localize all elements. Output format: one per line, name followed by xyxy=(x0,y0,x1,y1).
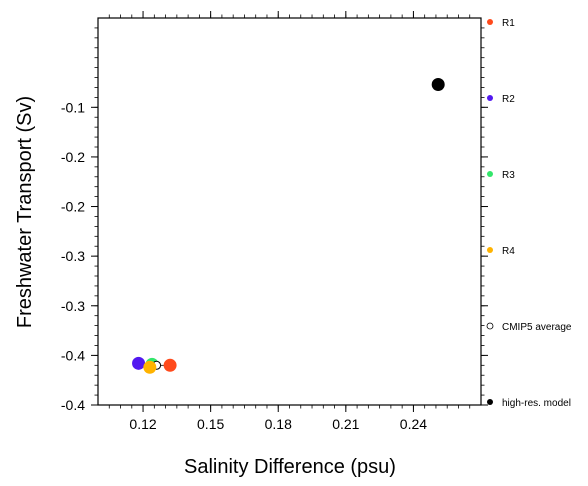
legend-label: R3 xyxy=(502,170,515,181)
y-axis-label: Freshwater Transport (Sv) xyxy=(14,96,36,328)
legend-label: high-res. model xyxy=(502,398,571,409)
y-tick-label: -0.3 xyxy=(61,248,85,264)
legend-swatch xyxy=(487,399,493,405)
legend-swatch xyxy=(487,171,493,177)
legend-swatch xyxy=(486,322,494,330)
y-tick-labels: -0.1 -0.2 -0.2 -0.3 -0.3 -0.4 -0.4 xyxy=(61,99,85,413)
axis-ticks xyxy=(91,11,488,412)
x-tick-label: 0.21 xyxy=(332,416,359,432)
data-markers xyxy=(132,77,445,374)
x-tick-label: 0.24 xyxy=(400,416,427,432)
legend-swatch xyxy=(487,247,493,253)
legend-label: R1 xyxy=(502,18,515,29)
x-tick-label: 0.15 xyxy=(197,416,224,432)
marker-r2 xyxy=(132,356,146,370)
legend-swatch xyxy=(487,19,493,25)
y-tick-label: -0.1 xyxy=(61,99,85,115)
legend-swatch xyxy=(487,95,493,101)
x-tick-label: 0.18 xyxy=(265,416,292,432)
y-tick-label: -0.4 xyxy=(61,397,85,413)
legend-label: R2 xyxy=(502,94,515,105)
y-tick-label: -0.3 xyxy=(61,298,85,314)
legend-label: CMIP5 average xyxy=(502,322,572,333)
marker-r1 xyxy=(163,358,177,372)
x-axis-label: Salinity Difference (psu) xyxy=(184,456,396,478)
y-tick-label: -0.2 xyxy=(61,199,85,215)
y-tick-label: -0.2 xyxy=(61,149,85,165)
x-tick-labels: 0.12 0.15 0.18 0.21 0.24 xyxy=(129,416,427,432)
x-tick-label: 0.12 xyxy=(129,416,156,432)
plot-frame xyxy=(97,17,482,406)
marker-high-res-model xyxy=(431,77,445,91)
y-tick-label: -0.4 xyxy=(61,347,85,363)
marker-r4 xyxy=(143,360,157,374)
legend: R1 R2 R3 R4 CMIP5 average high-res. model xyxy=(486,18,572,409)
legend-label: R4 xyxy=(502,246,515,257)
